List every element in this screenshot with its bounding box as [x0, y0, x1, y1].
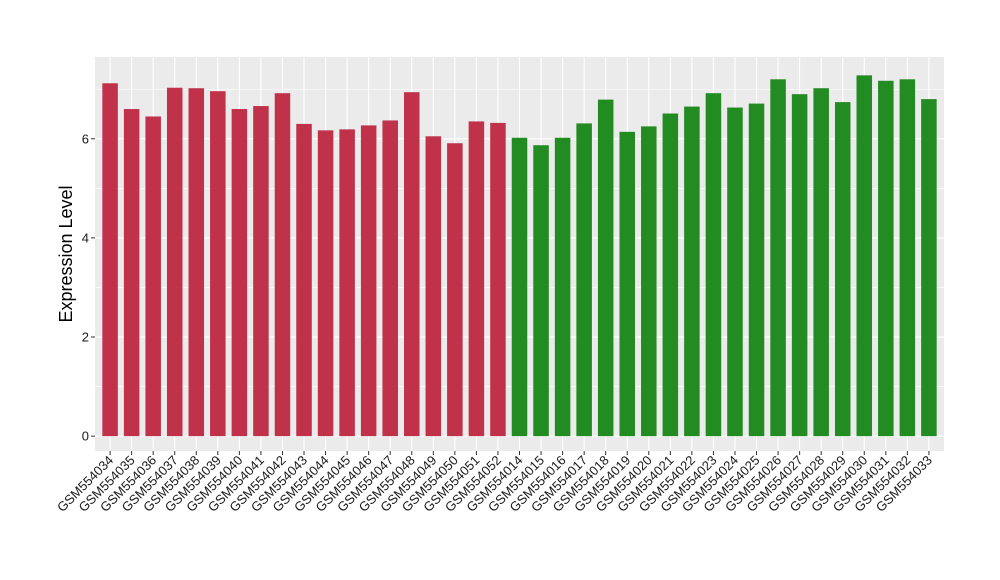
- bar-gsm554033: [921, 99, 937, 437]
- bar-gsm554040: [231, 109, 248, 437]
- bar-gsm554031: [878, 80, 894, 437]
- bar-gsm554023: [705, 93, 722, 437]
- bar-gsm554052: [490, 122, 506, 437]
- bar-gsm554032: [899, 79, 916, 437]
- bar-gsm554022: [684, 106, 700, 437]
- bar-gsm554042: [274, 93, 291, 437]
- bar-gsm554037: [166, 87, 183, 437]
- y-tick-label: 2: [82, 330, 89, 345]
- y-axis: 0 2 4 6: [82, 131, 95, 444]
- bar-gsm554048: [404, 92, 420, 437]
- bar-gsm554026: [770, 79, 786, 437]
- bar-gsm554018: [597, 99, 614, 437]
- bar-gsm554044: [317, 130, 334, 437]
- x-axis: GSM554034GSM554035GSM554036GSM554037GSM5…: [54, 451, 935, 515]
- bar-gsm554045: [339, 129, 355, 437]
- bar-gsm554050: [447, 143, 463, 437]
- bar-gsm554043: [296, 123, 312, 437]
- bars: [102, 75, 937, 437]
- bar-gsm554027: [791, 94, 808, 437]
- bar-gsm554041: [253, 106, 269, 437]
- bar-gsm554035: [123, 109, 140, 437]
- y-tick-label: 4: [82, 230, 89, 245]
- bar-gsm554016: [554, 137, 571, 437]
- bar-gsm554019: [619, 131, 635, 437]
- bar-gsm554028: [813, 88, 829, 437]
- y-tick-label: 6: [82, 131, 89, 146]
- bar-gsm554030: [856, 75, 873, 437]
- bar-gsm554025: [748, 103, 765, 437]
- bar-gsm554034: [102, 83, 118, 437]
- bar-gsm554020: [641, 126, 657, 437]
- bar-gsm554039: [210, 91, 226, 437]
- bar-gsm554015: [533, 145, 549, 437]
- bar-gsm554051: [468, 121, 485, 437]
- bar-gsm554038: [188, 88, 205, 437]
- bar-gsm554049: [425, 136, 442, 437]
- bar-gsm554047: [382, 120, 398, 437]
- bar-gsm554014: [511, 137, 528, 437]
- y-tick-label: 0: [82, 429, 89, 444]
- bar-gsm554046: [360, 125, 377, 437]
- bar-gsm554029: [834, 102, 851, 437]
- bar-gsm554021: [662, 113, 679, 437]
- bar-gsm554036: [145, 116, 161, 437]
- y-axis-title: Expression Level: [56, 185, 76, 322]
- bar-gsm554017: [576, 123, 592, 437]
- bar-gsm554024: [727, 107, 743, 437]
